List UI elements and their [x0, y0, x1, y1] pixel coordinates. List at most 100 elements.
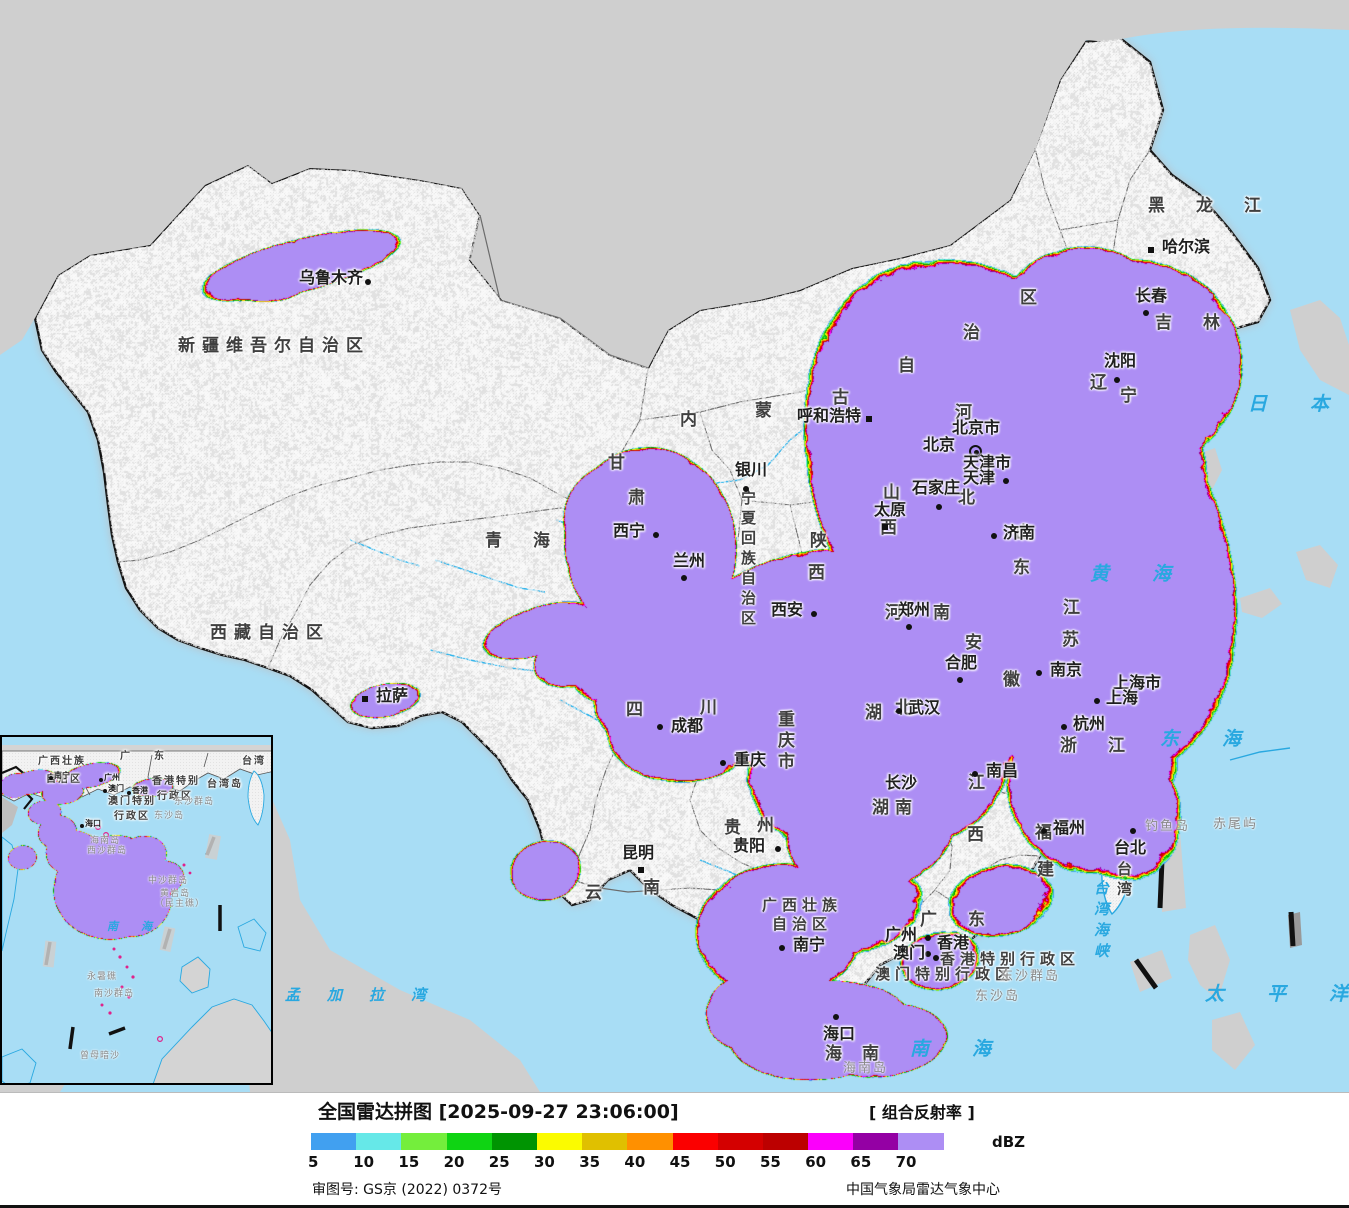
city-label-15: 合肥 [945, 653, 978, 672]
province-label-46: 南 [643, 878, 667, 898]
city-label-32: 海口 [823, 1024, 856, 1043]
province-label-10: 吉 林 [1155, 313, 1227, 333]
city-marker-16 [1036, 670, 1042, 676]
colorbar-tick-70: 70 [895, 1153, 917, 1171]
province-label-30: 江 [968, 773, 992, 793]
colorbar-swatch-60 [808, 1133, 854, 1150]
city-marker-22 [896, 708, 902, 714]
island-label-0: 钓鱼岛 [1145, 819, 1191, 834]
colorbar-tick-65: 65 [850, 1153, 872, 1171]
city-label-6: 西安 [771, 600, 804, 619]
province-label-16: 陕 [810, 531, 834, 551]
city-marker-1 [362, 696, 368, 702]
colorbar-swatch-40 [627, 1133, 673, 1150]
city-marker-8 [936, 504, 942, 510]
colorbar-tick-15: 15 [398, 1153, 420, 1171]
province-label-47: 广西壮族 [762, 896, 843, 914]
city-marker-19 [1061, 724, 1067, 730]
province-label-52: 台 [1117, 860, 1138, 878]
province-label-0: 新疆维吾尔自治区 [178, 336, 370, 356]
inset-city-label-2: 澳门 [108, 784, 124, 793]
colorbar-swatch-35 [582, 1133, 628, 1150]
city-marker-2 [653, 532, 659, 538]
city-label-7: 太原 [874, 500, 907, 519]
city-marker-5 [866, 416, 872, 422]
inset-province-label-3: 东 [154, 751, 166, 762]
province-label-9: 黑 龙 江 [1148, 196, 1268, 216]
inset-island-label-9: 曾母暗沙 [80, 1051, 121, 1061]
province-label-20: 河 [955, 403, 979, 423]
colorbar-tick-20: 20 [443, 1153, 465, 1171]
inset-province-label-4: 台湾 [242, 756, 266, 767]
province-label-48: 自治区 [772, 915, 833, 933]
colorbar-swatch-30 [536, 1133, 583, 1150]
city-label-29: 广州 [885, 925, 918, 944]
city-marker-7 [882, 524, 888, 530]
inset-city-marker-3 [127, 791, 131, 795]
colorbar-swatch-70 [898, 1133, 944, 1150]
province-label-13: 甘 [608, 453, 632, 473]
province-label-8: 区 [1020, 288, 1044, 308]
city-marker-33 [1148, 247, 1154, 253]
colorbar-tick-35: 35 [579, 1153, 601, 1171]
colorbar-tick-5: 5 [308, 1153, 319, 1171]
city-marker-21 [1041, 828, 1047, 834]
colorbar-swatch-55 [762, 1133, 809, 1150]
reflectivity-colorbar[interactable] [311, 1133, 944, 1150]
province-label-21: 北 [958, 488, 982, 508]
province-label-55: 澳门特别行政区 [875, 965, 1016, 983]
province-label-5: 古 [832, 388, 856, 408]
city-label-10: 北京 [923, 435, 956, 454]
inset-province-label-9: 行政区 [114, 811, 150, 822]
sea-label-4: 南 海 [910, 1038, 1004, 1060]
colorbar-swatch-10 [356, 1133, 402, 1150]
city-label-22: 武汉 [908, 698, 941, 717]
inset-province-label-6: 香港特别 [152, 776, 200, 787]
colorbar-tick-25: 25 [488, 1153, 510, 1171]
inset-province-label-2: 广 [120, 751, 132, 762]
city-marker-3 [681, 575, 687, 581]
province-label-33: 建 [1037, 860, 1061, 880]
city-label-20: 南昌 [986, 761, 1019, 780]
city-label-21: 福州 [1053, 818, 1086, 837]
sea-label-3: 太 平 洋 [1205, 983, 1349, 1005]
city-label-3: 兰州 [673, 551, 706, 570]
colorbar-swatch-25 [491, 1133, 537, 1150]
city-marker-29 [925, 935, 931, 941]
city-marker-35 [1114, 377, 1120, 383]
inset-province-label-7: 行政区 [157, 791, 193, 802]
city-marker-4 [743, 486, 749, 492]
city-marker-13 [906, 624, 912, 630]
province-label-31: 西 [967, 825, 991, 845]
city-label-18: 上海 [1106, 688, 1139, 707]
map-canvas[interactable]: 新疆维吾尔自治区 西藏自治区青 海内蒙古自治区黑 龙 江吉 林辽宁甘肃宁夏回族自治… [0, 0, 1349, 1092]
inset-province-label-1: 自治区 [46, 774, 82, 785]
sea-label-0: 日 本 海 [1248, 393, 1349, 415]
city-label-1: 拉萨 [376, 686, 409, 705]
colorbar-swatch-45 [672, 1133, 718, 1150]
city-label-24: 成都 [671, 716, 704, 735]
province-label-53: 湾 [1117, 880, 1138, 898]
province-label-54: 香港特别行政区 [940, 950, 1081, 968]
inset-island-label-3: 西沙群岛 [87, 846, 128, 856]
city-marker-15 [957, 677, 963, 683]
province-label-42: 市 [778, 752, 802, 772]
province-label-15: 宁夏回族自治区 [739, 490, 757, 630]
colorbar-swatch-5 [311, 1133, 357, 1150]
city-label-13: 郑州 [898, 600, 931, 619]
province-label-49: 广 东 [920, 910, 992, 930]
inset-province-label-5: 台湾岛 [207, 779, 243, 790]
colorbar-swatch-65 [853, 1133, 899, 1150]
sea-label-6: 台湾海峡 [1092, 880, 1110, 964]
south-china-sea-inset[interactable]: 广西壮族 自治区广东台湾 台湾岛 香港特别 行政区 澳门特别 行政区 南宁 广州 澳门 香港 海口 东沙… [0, 735, 273, 1085]
inset-city-label-0: 南宁 [54, 771, 70, 780]
city-label-17: 上海市 [1113, 673, 1162, 692]
province-label-25: 江 [1063, 598, 1087, 618]
city-label-0: 乌鲁木齐 [299, 268, 364, 287]
city-label-28: 南宁 [793, 935, 826, 954]
province-label-12: 宁 [1120, 386, 1144, 406]
city-label-11: 天津市 [963, 453, 1012, 472]
city-marker-31 [933, 955, 939, 961]
province-label-39: 川 [700, 698, 724, 718]
